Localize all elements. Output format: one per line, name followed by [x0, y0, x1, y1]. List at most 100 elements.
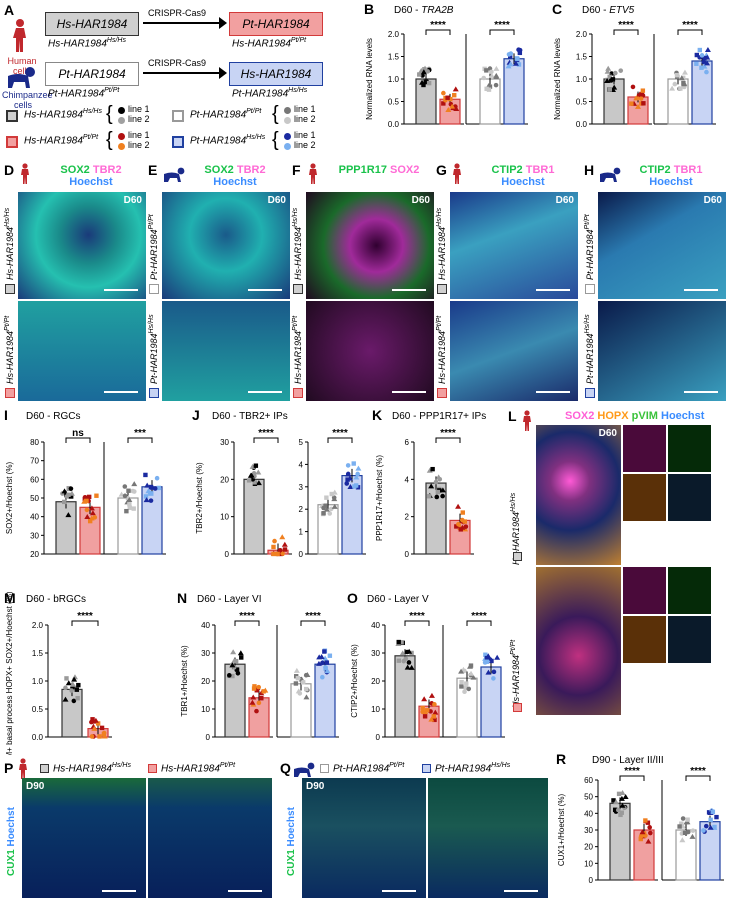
data-point: [456, 521, 461, 527]
human-cells-label: Human cells: [7, 56, 37, 76]
data-point: [462, 526, 469, 532]
data-point: [62, 696, 69, 702]
data-point: [425, 708, 430, 713]
y-tick-label: 0: [206, 733, 211, 742]
panel-letter: C: [552, 1, 562, 17]
bar: [243, 478, 265, 555]
data-point: [462, 668, 467, 674]
y-tick-label: 0: [225, 550, 230, 559]
data-point: [92, 717, 99, 723]
significance-label: ****: [305, 611, 321, 622]
data-point: [408, 664, 415, 670]
data-point: [421, 696, 428, 702]
day-label: D60: [703, 195, 722, 206]
data-point: [459, 684, 464, 689]
data-point: [246, 478, 252, 483]
genotype-swatch: [585, 284, 595, 294]
chart-title: D90 - Layer II/III: [592, 755, 664, 766]
data-point: [271, 551, 276, 557]
zoom-sox2: [623, 425, 666, 472]
genotype-label: Hs-HAR1984Hs/Hs: [4, 207, 15, 280]
y-tick-label: 60: [584, 776, 593, 785]
y-tick-label: 0.0: [576, 120, 588, 129]
data-point: [604, 78, 611, 84]
data-point: [124, 508, 129, 514]
zoom-pvim: [668, 567, 711, 614]
chart-title: D60 - TBR2+ IPs: [212, 411, 288, 422]
y-tick-label: 20: [371, 677, 380, 686]
data-point: [272, 538, 277, 544]
significance-bracket: [685, 775, 711, 781]
data-point: [517, 50, 523, 56]
data-point: [227, 673, 232, 678]
data-point: [258, 690, 265, 696]
micrograph-bottom: [450, 301, 578, 401]
bar: [415, 78, 437, 125]
legend-swatch: [6, 136, 18, 148]
genotype-swatch: [40, 764, 49, 773]
data-point: [252, 684, 257, 689]
pt-har-chimp-box: Pt-HAR1984: [45, 62, 139, 86]
legend-swatch: [172, 110, 184, 122]
y-tick-label: 20: [220, 475, 229, 484]
data-point: [645, 820, 651, 825]
data-point: [318, 653, 325, 659]
data-point: [234, 667, 240, 672]
data-point: [323, 665, 328, 670]
y-axis-label: CUX1+/Hoechst (%): [557, 794, 566, 867]
data-point: [256, 700, 262, 706]
data-point: [253, 463, 259, 468]
data-point: [95, 721, 101, 726]
chimpanzee-icon: [8, 67, 35, 88]
day-label: D60: [267, 195, 286, 206]
data-point: [249, 699, 256, 705]
scale-bar: [104, 391, 138, 393]
data-point: [65, 512, 72, 518]
data-point: [679, 821, 684, 826]
chart-title: D60 - bRGCs: [26, 594, 86, 605]
data-point: [466, 686, 472, 692]
data-point: [432, 702, 437, 707]
data-point: [61, 488, 68, 494]
data-point: [277, 547, 283, 553]
data-point: [91, 725, 98, 731]
data-point: [156, 485, 161, 491]
y-tick-label: 0.0: [32, 733, 44, 742]
data-point: [66, 492, 71, 498]
data-point: [92, 515, 98, 520]
data-point: [459, 679, 464, 685]
data-point: [324, 660, 330, 665]
scale-bar: [392, 289, 426, 291]
significance-label: ****: [440, 428, 456, 439]
significance-label: ****: [77, 611, 93, 622]
legend-line-marker: [118, 133, 125, 140]
data-point: [701, 828, 706, 833]
legend-line-label: line 1: [294, 130, 316, 140]
crispr-label: CRISPR-Cas9: [148, 8, 207, 18]
data-point: [87, 518, 93, 524]
data-point: [88, 505, 95, 511]
data-point: [507, 61, 514, 67]
genotype-label: Hs-HAR1984Pt/Pt: [161, 762, 236, 775]
pt-har-box: Pt-HAR1984: [229, 12, 323, 36]
data-point: [94, 493, 99, 498]
genotype-swatch: [320, 764, 329, 773]
data-point: [282, 547, 288, 552]
significance-label: ****: [332, 428, 348, 439]
data-point: [143, 494, 149, 499]
data-point: [303, 672, 309, 678]
panel-letter: J: [192, 407, 200, 423]
human-icon: [19, 758, 27, 779]
genotype-label: Pt-HAR1984Pt/Pt: [333, 762, 405, 775]
y-tick-label: 0.5: [32, 705, 44, 714]
panel-letter: O: [347, 590, 358, 606]
data-point: [622, 794, 629, 800]
data-point: [690, 828, 696, 833]
arrow-head-icon: [219, 17, 227, 29]
data-point: [239, 655, 244, 660]
data-point: [76, 682, 81, 688]
chart-title: D60 - PPP1R17+ IPs: [392, 411, 486, 422]
legend-genotype: Pt-HAR1984Pt/Pt: [190, 108, 262, 121]
data-point: [484, 659, 489, 664]
data-point: [679, 837, 686, 843]
